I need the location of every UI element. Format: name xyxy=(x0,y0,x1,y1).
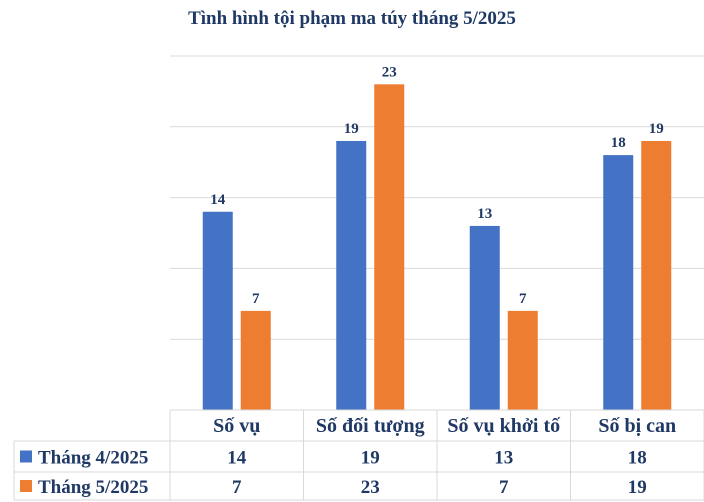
bar-series-1 xyxy=(603,155,634,410)
bar-series-2 xyxy=(374,84,405,410)
data-label: 7 xyxy=(519,291,527,307)
series-name: Tháng 4/2025 xyxy=(38,448,148,469)
category-label: Số vụ khởi tố xyxy=(447,415,561,437)
table-cell-value: 14 xyxy=(227,448,247,469)
data-labels-group: 14 7 19 23 13 7 18 19 xyxy=(210,64,664,307)
legend-key xyxy=(20,480,32,492)
table-cell-value: 7 xyxy=(232,477,242,498)
data-label: 7 xyxy=(252,291,260,307)
data-label: 13 xyxy=(477,206,492,222)
table-cell-value: 7 xyxy=(499,477,509,498)
bar-series-1 xyxy=(202,211,233,410)
data-label: 19 xyxy=(649,121,664,137)
bar-series-1 xyxy=(336,140,367,410)
category-label: Số vụ xyxy=(213,415,260,437)
data-label: 19 xyxy=(344,121,359,137)
data-label: 14 xyxy=(210,192,226,208)
bar-series-2 xyxy=(240,310,271,410)
bar-series-1 xyxy=(469,225,500,410)
table-cell-value: 18 xyxy=(628,448,647,469)
category-label: Số đối tượng xyxy=(316,415,425,437)
table-cell-value: 23 xyxy=(361,477,380,498)
data-label: 18 xyxy=(611,135,626,151)
table-cell-value: 13 xyxy=(494,448,513,469)
data-label: 23 xyxy=(382,64,397,80)
data-table: Số vụ Số đối tượng Số vụ khởi tố Số bị can T… xyxy=(13,409,704,501)
series-name: Tháng 5/2025 xyxy=(38,477,148,498)
table-cell-value: 19 xyxy=(361,448,380,469)
legend-key xyxy=(20,450,32,463)
bar-series-2 xyxy=(641,140,672,410)
table-cell-value: 19 xyxy=(628,477,647,498)
chart-title: Tình hình tội phạm ma túy tháng 5/2025 xyxy=(188,8,516,29)
category-label: Số bị can xyxy=(598,415,676,437)
bars-group xyxy=(202,84,672,410)
bar-series-2 xyxy=(507,310,538,410)
